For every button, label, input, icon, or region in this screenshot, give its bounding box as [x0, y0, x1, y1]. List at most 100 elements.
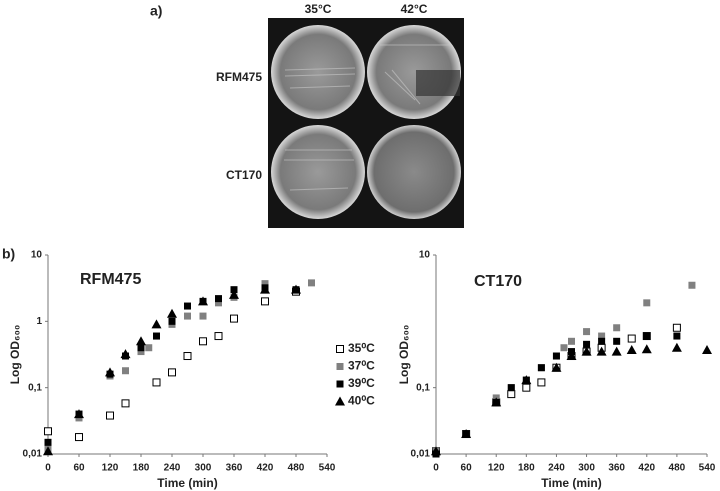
point — [431, 446, 441, 456]
point — [152, 378, 161, 387]
point — [613, 337, 621, 345]
legend-marker — [336, 380, 344, 388]
point — [229, 289, 239, 299]
point — [121, 399, 130, 408]
x-tick-label: 300 — [195, 463, 212, 474]
point — [215, 299, 222, 307]
point — [537, 364, 545, 372]
x-tick-label: 120 — [488, 463, 505, 474]
point — [261, 297, 269, 306]
point — [167, 308, 177, 318]
point — [702, 344, 712, 354]
legend-marker — [336, 363, 344, 370]
legend-marker — [335, 396, 345, 406]
point — [136, 336, 146, 346]
x-tick-label: 420 — [257, 463, 274, 474]
y-tick-label: 1 — [36, 316, 42, 327]
point — [671, 342, 682, 352]
point — [596, 346, 607, 356]
point — [137, 348, 145, 356]
x-tick-label: 480 — [669, 463, 686, 474]
x-tick-label: 60 — [73, 463, 85, 474]
x-axis-label: Time (min) — [157, 476, 217, 490]
x-tick-label: 420 — [638, 463, 655, 474]
point — [122, 367, 129, 375]
x-tick-label: 180 — [518, 463, 535, 474]
x-tick-label: 540 — [699, 463, 716, 474]
x-tick-label: 0 — [45, 463, 51, 474]
point — [537, 378, 546, 387]
y-tick-label: 0,01 — [23, 449, 43, 460]
y-axis-label: Log OD₆₀₀ — [397, 325, 411, 385]
point — [153, 332, 160, 340]
point — [214, 332, 223, 341]
point — [461, 429, 472, 439]
point — [215, 295, 222, 303]
point — [507, 390, 516, 399]
point — [199, 312, 207, 320]
point — [308, 279, 315, 287]
point — [641, 344, 652, 354]
x-tick-label: 240 — [164, 463, 181, 474]
legend-label: 35⁰C — [348, 341, 375, 355]
point — [626, 344, 637, 354]
legend-label: 37⁰C — [348, 359, 375, 373]
x-tick-label: 480 — [288, 463, 305, 474]
point — [44, 427, 52, 436]
legend-marker — [336, 345, 344, 353]
point — [230, 286, 238, 294]
point — [551, 362, 562, 372]
point — [627, 334, 636, 343]
x-tick-label: 300 — [578, 463, 595, 474]
point — [145, 344, 153, 352]
point — [43, 446, 53, 456]
point — [560, 344, 568, 352]
x-tick-label: 540 — [319, 463, 336, 474]
panel-label: b) — [2, 246, 15, 262]
point — [568, 337, 575, 345]
point — [583, 340, 591, 348]
point — [75, 433, 83, 442]
point — [151, 319, 162, 329]
point — [522, 383, 531, 392]
x-tick-label: 120 — [102, 463, 119, 474]
point — [184, 312, 191, 320]
y-tick-label: 0,1 — [28, 382, 42, 393]
x-tick-label: 0 — [433, 463, 439, 474]
point — [74, 409, 84, 419]
point — [598, 332, 606, 340]
point — [521, 375, 532, 385]
point — [261, 280, 269, 288]
row-label: CT170 — [226, 168, 262, 182]
point — [120, 349, 131, 359]
point — [184, 302, 191, 310]
row-label: RFM475 — [216, 70, 262, 84]
point — [643, 299, 651, 307]
chart-title: RFM475 — [80, 271, 141, 288]
point — [198, 296, 208, 306]
point — [106, 411, 114, 420]
y-tick-label: 0,1 — [416, 382, 430, 393]
point — [566, 351, 577, 361]
point — [507, 384, 515, 392]
point — [672, 323, 681, 332]
point — [581, 346, 592, 356]
legend-label: 40⁰C — [348, 394, 375, 408]
x-tick-label: 60 — [461, 463, 473, 474]
point — [168, 317, 176, 325]
legend-label: 39⁰C — [348, 376, 375, 390]
point — [260, 284, 270, 294]
point — [44, 438, 52, 446]
y-tick-label: 10 — [419, 250, 431, 261]
point — [291, 284, 301, 294]
column-label: 35°C — [305, 2, 332, 16]
point — [183, 352, 192, 361]
point — [199, 337, 207, 346]
point — [105, 367, 115, 377]
plate-photo — [268, 18, 464, 228]
point — [688, 281, 696, 289]
y-axis-label: Log OD₆₀₀ — [8, 325, 22, 385]
point — [598, 337, 606, 345]
point — [491, 397, 502, 407]
